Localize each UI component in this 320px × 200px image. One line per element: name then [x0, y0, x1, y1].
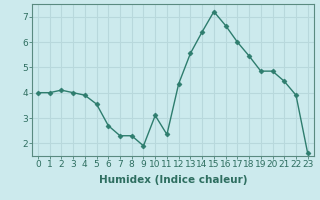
X-axis label: Humidex (Indice chaleur): Humidex (Indice chaleur)	[99, 175, 247, 185]
